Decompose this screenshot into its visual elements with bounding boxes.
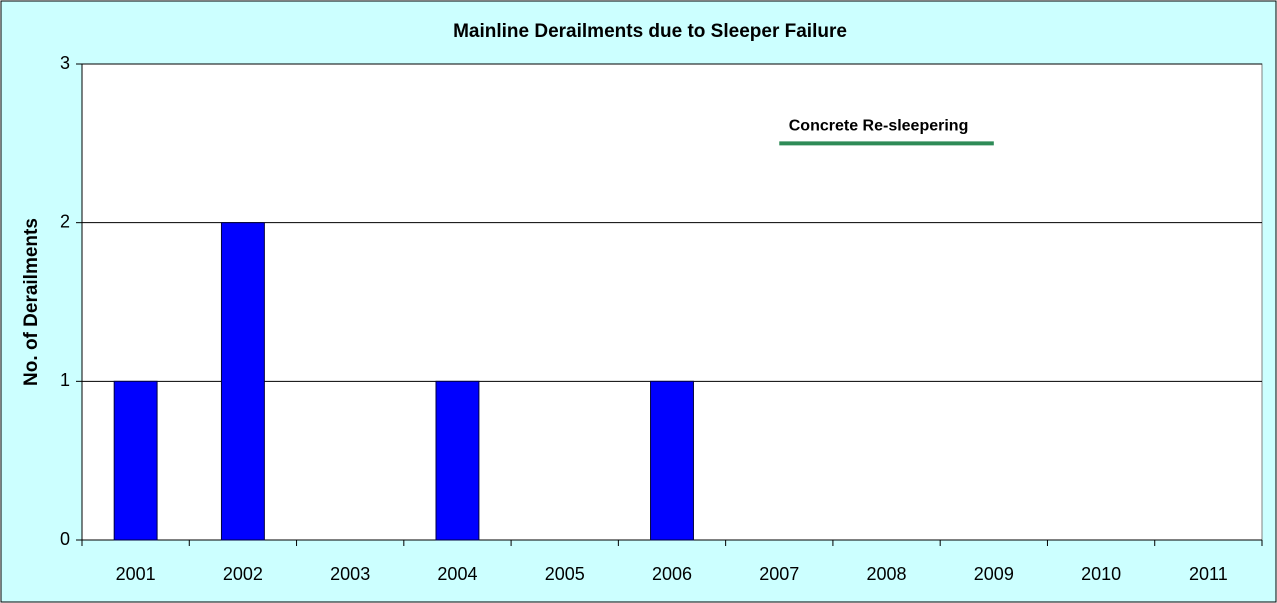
x-tick-label: 2001 [116,564,156,584]
bar [435,380,480,541]
bar [220,222,265,541]
x-tick-label: 2006 [652,564,692,584]
x-tick-label: 2004 [437,564,477,584]
x-tick-label: 2010 [1081,564,1121,584]
y-tick-label: 1 [60,370,70,390]
x-tick-label: 2008 [867,564,907,584]
bar [113,380,158,541]
x-tick-label: 2003 [330,564,370,584]
chart-title: Mainline Derailments due to Sleeper Fail… [453,21,847,42]
annotation-text: Concrete Re-sleepering [789,118,969,135]
x-tick-label: 2002 [223,564,263,584]
bar [650,380,694,541]
y-tick-label: 3 [60,53,70,73]
x-tick-label: 2007 [759,564,799,584]
x-tick-label: 2011 [1189,564,1228,584]
x-tick-label: 2005 [545,564,585,584]
y-tick-label: 2 [60,211,70,231]
y-tick-label: 0 [60,529,70,549]
x-tick-label: 2009 [974,564,1014,584]
y-axis-label: No. of Derailments [21,218,42,386]
